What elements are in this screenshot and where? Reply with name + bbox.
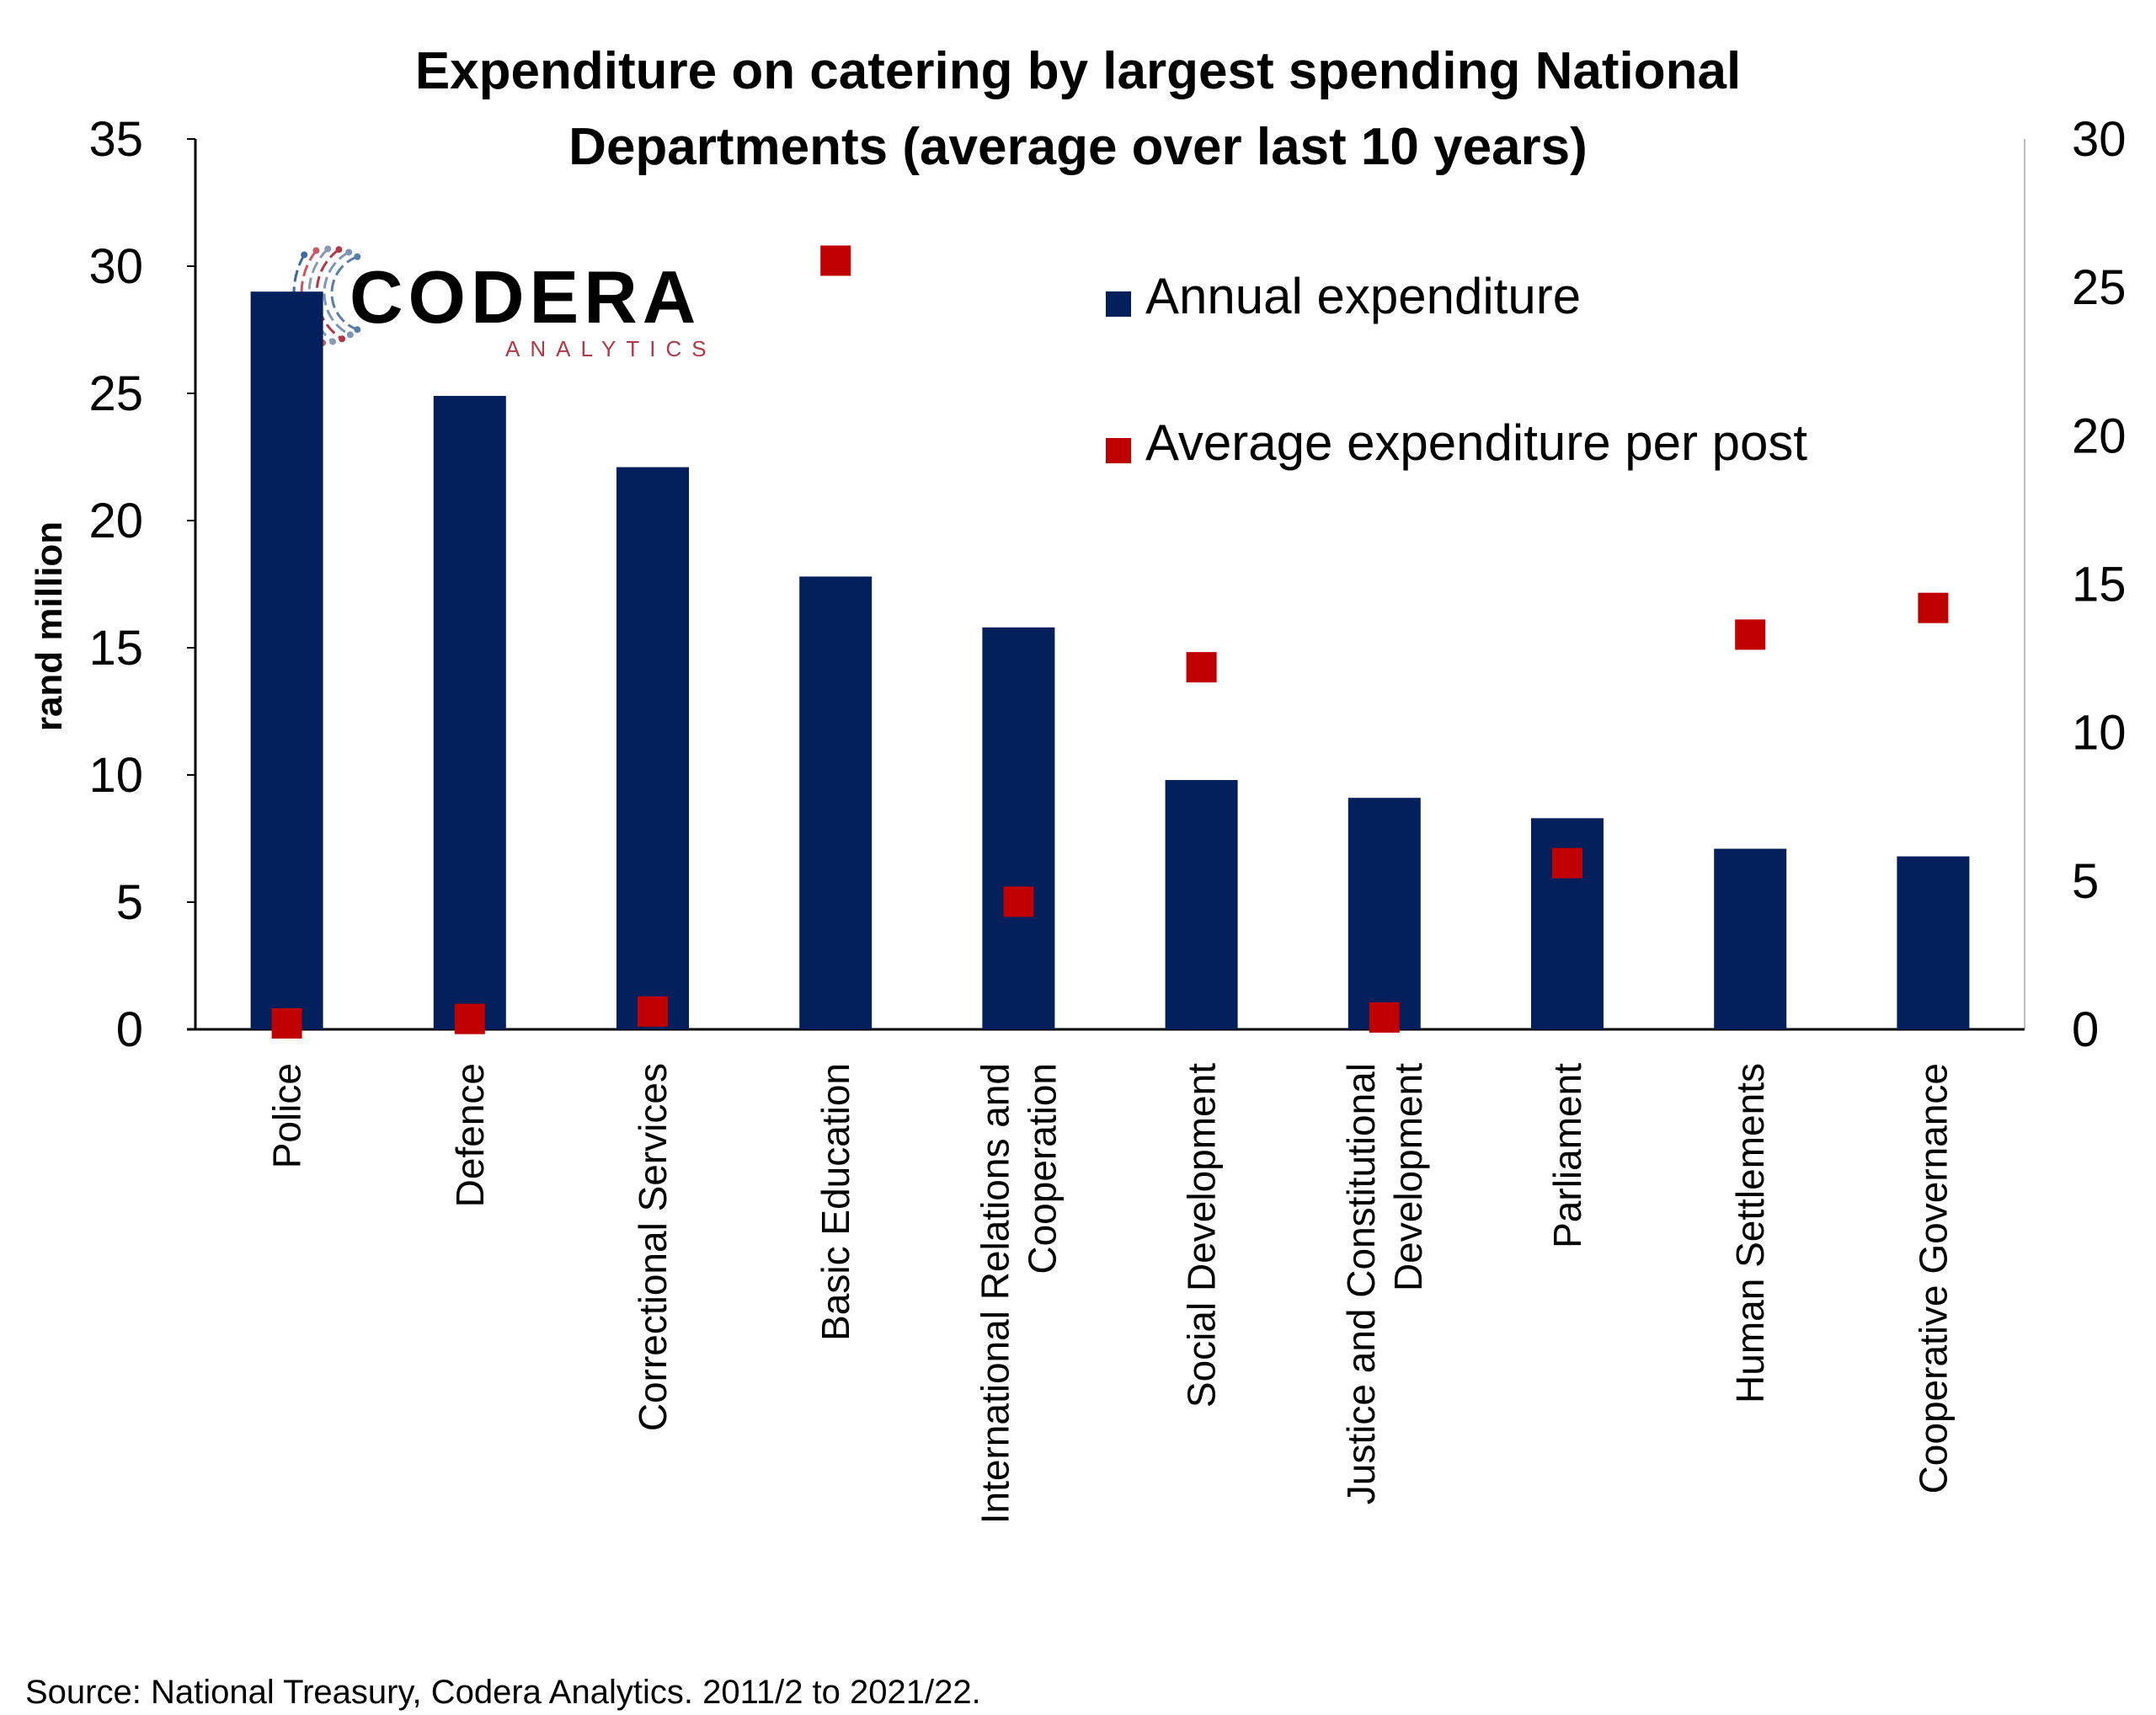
marker-point xyxy=(1552,847,1582,879)
marker-point xyxy=(1186,652,1217,683)
x-category-label-line: Human Settlements xyxy=(1728,1063,1772,1403)
marker-series xyxy=(271,245,1949,1039)
y-right-tick-label: 10 xyxy=(2072,706,2127,761)
marker-point xyxy=(1735,619,1766,650)
x-category-label-line: Social Development xyxy=(1180,1063,1224,1408)
y-tick-label: 0 xyxy=(116,1002,143,1057)
codera-logo: CODERA ANALYTICS xyxy=(292,245,717,361)
axes: 0 5 10 15 20 25 30 35 0 5 10 15 20 25 30 rand million Po… xyxy=(29,112,2127,1524)
x-category-label-line: Police xyxy=(265,1063,309,1168)
bar xyxy=(250,291,323,1029)
bar xyxy=(616,467,689,1029)
bar xyxy=(799,576,873,1029)
bar xyxy=(1714,848,1787,1029)
logo-node xyxy=(346,331,354,339)
x-category-label-line: International Relations and xyxy=(973,1063,1017,1524)
logo-node xyxy=(324,245,332,253)
x-category-label-line: Parliament xyxy=(1545,1063,1589,1248)
x-category-label-line: Cooperative Governance xyxy=(1911,1063,1955,1493)
y-right-tick-label: 5 xyxy=(2072,854,2099,909)
x-category-label: Basic Education xyxy=(814,1063,857,1341)
bar xyxy=(982,627,1055,1029)
x-category-label: Human Settlements xyxy=(1728,1063,1772,1403)
x-category-label: Social Development xyxy=(1180,1063,1224,1408)
logo-node xyxy=(354,253,361,260)
y-tick-label: 25 xyxy=(88,366,143,421)
x-category-label: Cooperative Governance xyxy=(1911,1063,1955,1493)
y-right-tick-label: 20 xyxy=(2072,409,2127,463)
y-tick-label: 35 xyxy=(88,112,143,167)
legend-swatch xyxy=(1106,438,1131,463)
logo-node xyxy=(312,247,320,254)
x-category-label: Defence xyxy=(448,1063,492,1207)
x-category-label: Correctional Services xyxy=(631,1063,675,1431)
bar xyxy=(1165,780,1238,1029)
legend: Annual expenditure Average expenditure pe… xyxy=(1106,268,1807,471)
marker-point xyxy=(1369,1002,1400,1033)
marker-point xyxy=(638,996,668,1027)
logo-node xyxy=(345,248,353,256)
logo-arc xyxy=(323,251,351,336)
y-right-tick-label: 30 xyxy=(2072,112,2127,167)
x-category-label: Parliament xyxy=(1545,1063,1589,1248)
legend-label: Annual expenditure xyxy=(1145,268,1581,324)
y-tick-label: 5 xyxy=(116,875,143,930)
x-category-label: Police xyxy=(265,1063,309,1168)
x-category-label-line: Development xyxy=(1386,1063,1430,1291)
legend-label: Average expenditure per post xyxy=(1145,414,1807,471)
logo-sub-text: ANALYTICS xyxy=(505,336,717,361)
x-category-label: International Relations andCooperation xyxy=(973,1063,1064,1524)
y-axis-label: rand million xyxy=(29,521,70,731)
bar xyxy=(1348,798,1421,1029)
logo-node xyxy=(335,246,343,254)
marker-point xyxy=(820,245,851,276)
logo-node xyxy=(301,251,308,259)
y-tick-label: 10 xyxy=(88,748,143,803)
y-right-tick-label: 15 xyxy=(2072,558,2127,612)
y-tick-label: 20 xyxy=(88,494,143,548)
marker-point xyxy=(1003,886,1034,917)
logo-node xyxy=(329,338,337,345)
y-tick-label: 15 xyxy=(88,621,143,676)
marker-point xyxy=(454,1003,485,1034)
logo-node xyxy=(339,335,346,343)
bar xyxy=(433,396,506,1029)
x-category-label-line: Correctional Services xyxy=(631,1063,675,1431)
x-category-label-line: Defence xyxy=(448,1063,492,1207)
source-note: Source: National Treasury, Codera Analyt… xyxy=(25,1674,981,1711)
marker-point xyxy=(1918,592,1949,623)
x-category-label-line: Basic Education xyxy=(814,1063,857,1341)
x-category-label-line: Justice and Constitutional xyxy=(1339,1063,1383,1504)
logo-main-text: CODERA xyxy=(350,255,701,339)
x-category-label: Justice and ConstitutionalDevelopment xyxy=(1339,1063,1430,1504)
y-right-tick-label: 0 xyxy=(2072,1002,2099,1057)
y-tick-label: 30 xyxy=(88,239,143,294)
bar-series xyxy=(250,291,1970,1029)
chart-title-line: Departments (average over last 10 years) xyxy=(568,118,1588,176)
chart-title-line: Expenditure on catering by largest spend… xyxy=(415,42,1741,100)
marker-point xyxy=(271,1007,302,1039)
logo-node xyxy=(354,326,361,334)
chart-title: Expenditure on catering by largest spend… xyxy=(415,42,1741,176)
bar xyxy=(1897,856,1970,1029)
logo-arc xyxy=(292,254,313,344)
y-right-tick-label: 25 xyxy=(2072,260,2127,315)
x-category-label-line: Cooperation xyxy=(1020,1063,1064,1274)
legend-swatch xyxy=(1106,291,1131,317)
